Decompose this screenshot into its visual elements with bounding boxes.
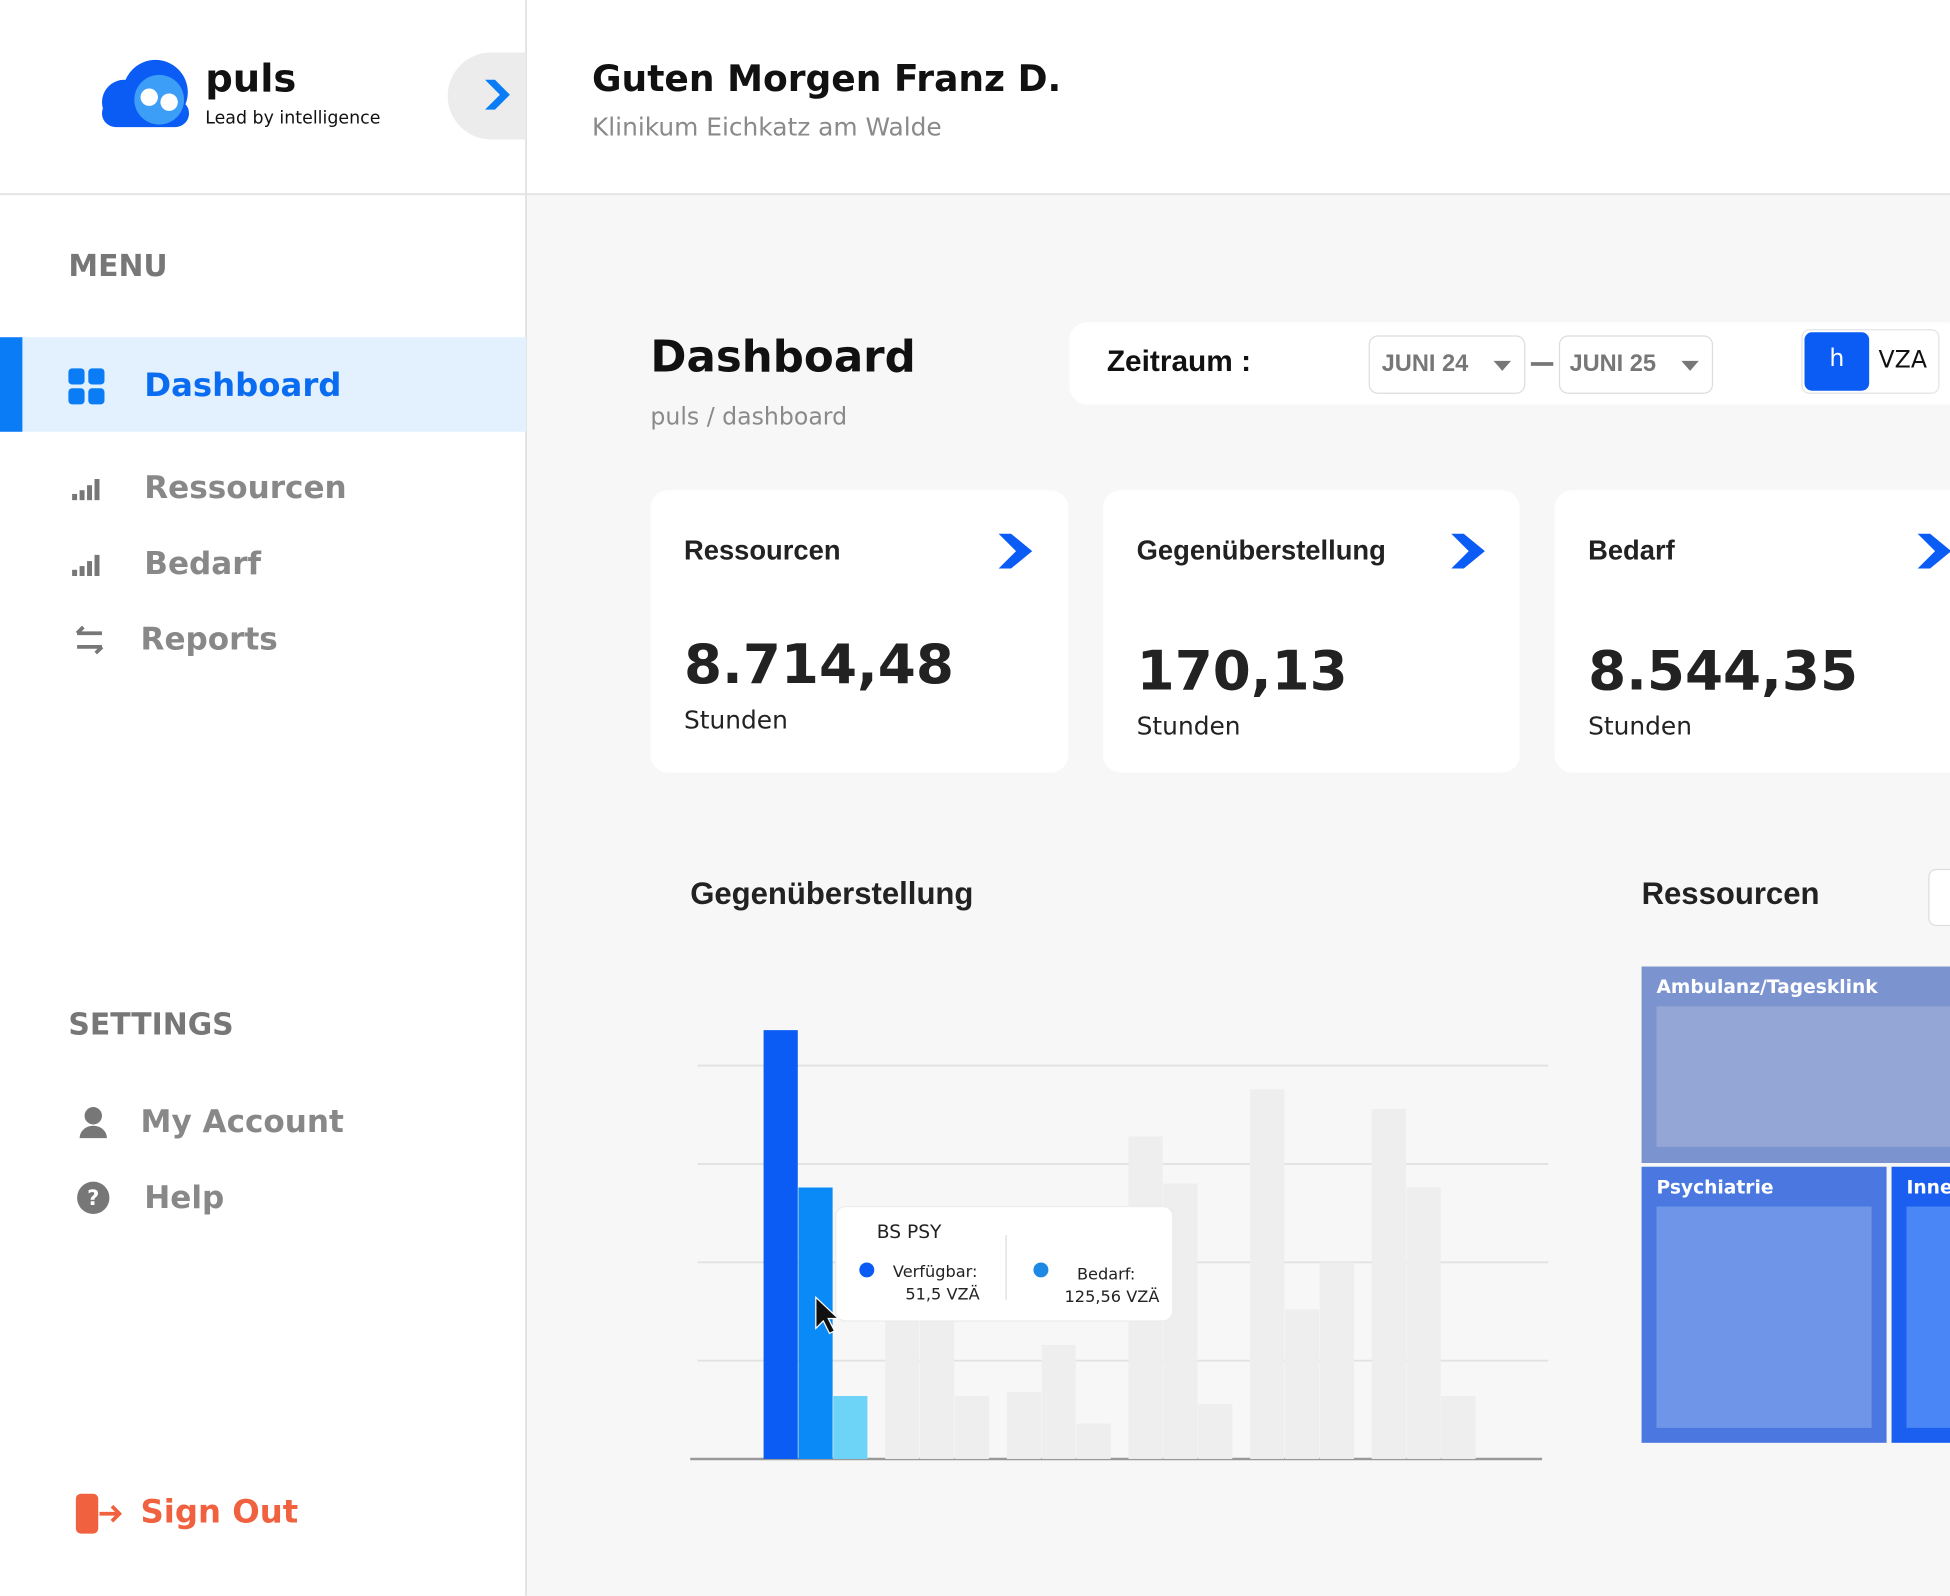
treemap-inner	[1656, 1206, 1872, 1428]
bar[interactable]	[920, 1321, 955, 1459]
greeting: Guten Morgen Franz D.	[592, 58, 1061, 100]
card-unit: Stunden	[1137, 712, 1241, 741]
card-value: 170,13	[1137, 638, 1348, 702]
select-from[interactable]	[1368, 335, 1526, 394]
treemap-label: Psychiatrie	[1657, 1177, 1774, 1198]
tooltip	[835, 1205, 1174, 1322]
tooltip-label: Bedarf:	[1077, 1264, 1135, 1283]
treemap-label: Ambulanz/Tagesklink	[1657, 977, 1879, 998]
cursor	[815, 1295, 840, 1335]
bars-icon	[72, 554, 100, 577]
logo-name: puls	[205, 57, 296, 102]
menu-item[interactable]: Ressourcen	[144, 470, 346, 506]
bar[interactable]	[1250, 1089, 1285, 1459]
active-row[interactable]	[0, 337, 527, 432]
reports-icon	[75, 625, 104, 655]
treemap-control[interactable]	[1928, 868, 1950, 927]
unit-label: h	[1829, 344, 1844, 372]
bar[interactable]	[1406, 1187, 1441, 1459]
tooltip-dot	[1033, 1262, 1049, 1278]
bar[interactable]	[1371, 1108, 1406, 1459]
active-indicator	[0, 337, 23, 432]
chevron-icon	[485, 79, 510, 110]
bar[interactable]	[833, 1396, 868, 1459]
card-unit: Stunden	[684, 706, 788, 735]
card-arrow[interactable]	[1917, 533, 1950, 569]
card-value: 8.714,48	[684, 632, 954, 696]
collapse-button[interactable]	[447, 52, 527, 140]
treemap-inner	[1656, 1006, 1950, 1147]
card-title: Bedarf	[1588, 535, 1676, 566]
bar[interactable]	[1041, 1344, 1076, 1459]
select-to[interactable]	[1558, 335, 1714, 394]
help-glyph: ?	[87, 1185, 99, 1210]
select-value: JUNI 25	[1569, 351, 1656, 377]
tooltip-label: Verfügbar:	[893, 1262, 978, 1281]
bar[interactable]	[1284, 1309, 1320, 1459]
card[interactable]	[650, 490, 1069, 773]
topbar	[526, 0, 1950, 195]
breadcrumb: puls / dashboard	[650, 403, 847, 431]
sidebar	[0, 0, 527, 1596]
treemap-title: Ressourcen	[1642, 876, 1820, 911]
menu-item[interactable]: Dashboard	[144, 366, 341, 404]
card-arrow[interactable]	[998, 533, 1033, 569]
logo-icon	[101, 59, 190, 128]
card-unit: Stunden	[1588, 712, 1692, 741]
card[interactable]	[1103, 490, 1520, 773]
page-title: Dashboard	[650, 333, 915, 383]
caret	[1681, 360, 1699, 371]
settings-item[interactable]: Help	[144, 1180, 224, 1216]
bars-icon	[72, 479, 100, 501]
card-value: 8.544,35	[1588, 638, 1858, 702]
logo-tagline: Lead by intelligence	[205, 108, 380, 128]
tooltip-value: 125,56 VZÄ	[1065, 1287, 1160, 1306]
card-title: Ressourcen	[684, 535, 841, 566]
menu-title: MENU	[68, 249, 167, 284]
bar[interactable]	[1319, 1262, 1354, 1459]
bar[interactable]	[1441, 1396, 1476, 1459]
tooltip-value: 51,5 VZÄ	[905, 1284, 979, 1303]
tooltip-dot	[859, 1262, 875, 1278]
signout-icon	[75, 1493, 123, 1534]
settings-item[interactable]: My Account	[141, 1104, 345, 1140]
help-icon	[77, 1181, 110, 1214]
unit-label[interactable]: VZA	[1879, 345, 1927, 373]
treemap-label: Inne	[1906, 1177, 1950, 1198]
bar[interactable]	[885, 1317, 920, 1459]
chart-title: Gegenüberstellung	[690, 876, 973, 911]
card-arrow[interactable]	[1451, 533, 1485, 569]
bar[interactable]	[763, 1030, 798, 1459]
bar[interactable]	[1198, 1403, 1233, 1459]
menu-item[interactable]: Reports	[141, 622, 278, 658]
unit-button-active[interactable]	[1804, 332, 1870, 391]
menu-item[interactable]: Bedarf	[144, 546, 261, 582]
subtitle: Klinikum Eichkatz am Walde	[592, 112, 942, 141]
select-value: JUNI 24	[1382, 351, 1469, 377]
settings-title: SETTINGS	[68, 1008, 233, 1043]
bar[interactable]	[1076, 1423, 1111, 1459]
bar[interactable]	[1006, 1392, 1042, 1459]
user-icon	[79, 1107, 107, 1139]
bar[interactable]	[954, 1396, 990, 1459]
sign-out[interactable]: Sign Out	[141, 1493, 299, 1531]
dash	[1530, 362, 1554, 366]
caret	[1493, 360, 1512, 371]
treemap-inner	[1906, 1206, 1950, 1428]
card[interactable]	[1554, 490, 1950, 773]
tooltip-title: BS PSY	[877, 1222, 942, 1243]
dashboard-icon	[68, 368, 105, 405]
period-label: Zeitraum :	[1107, 345, 1251, 378]
card-title: Gegenüberstellung	[1137, 535, 1386, 566]
